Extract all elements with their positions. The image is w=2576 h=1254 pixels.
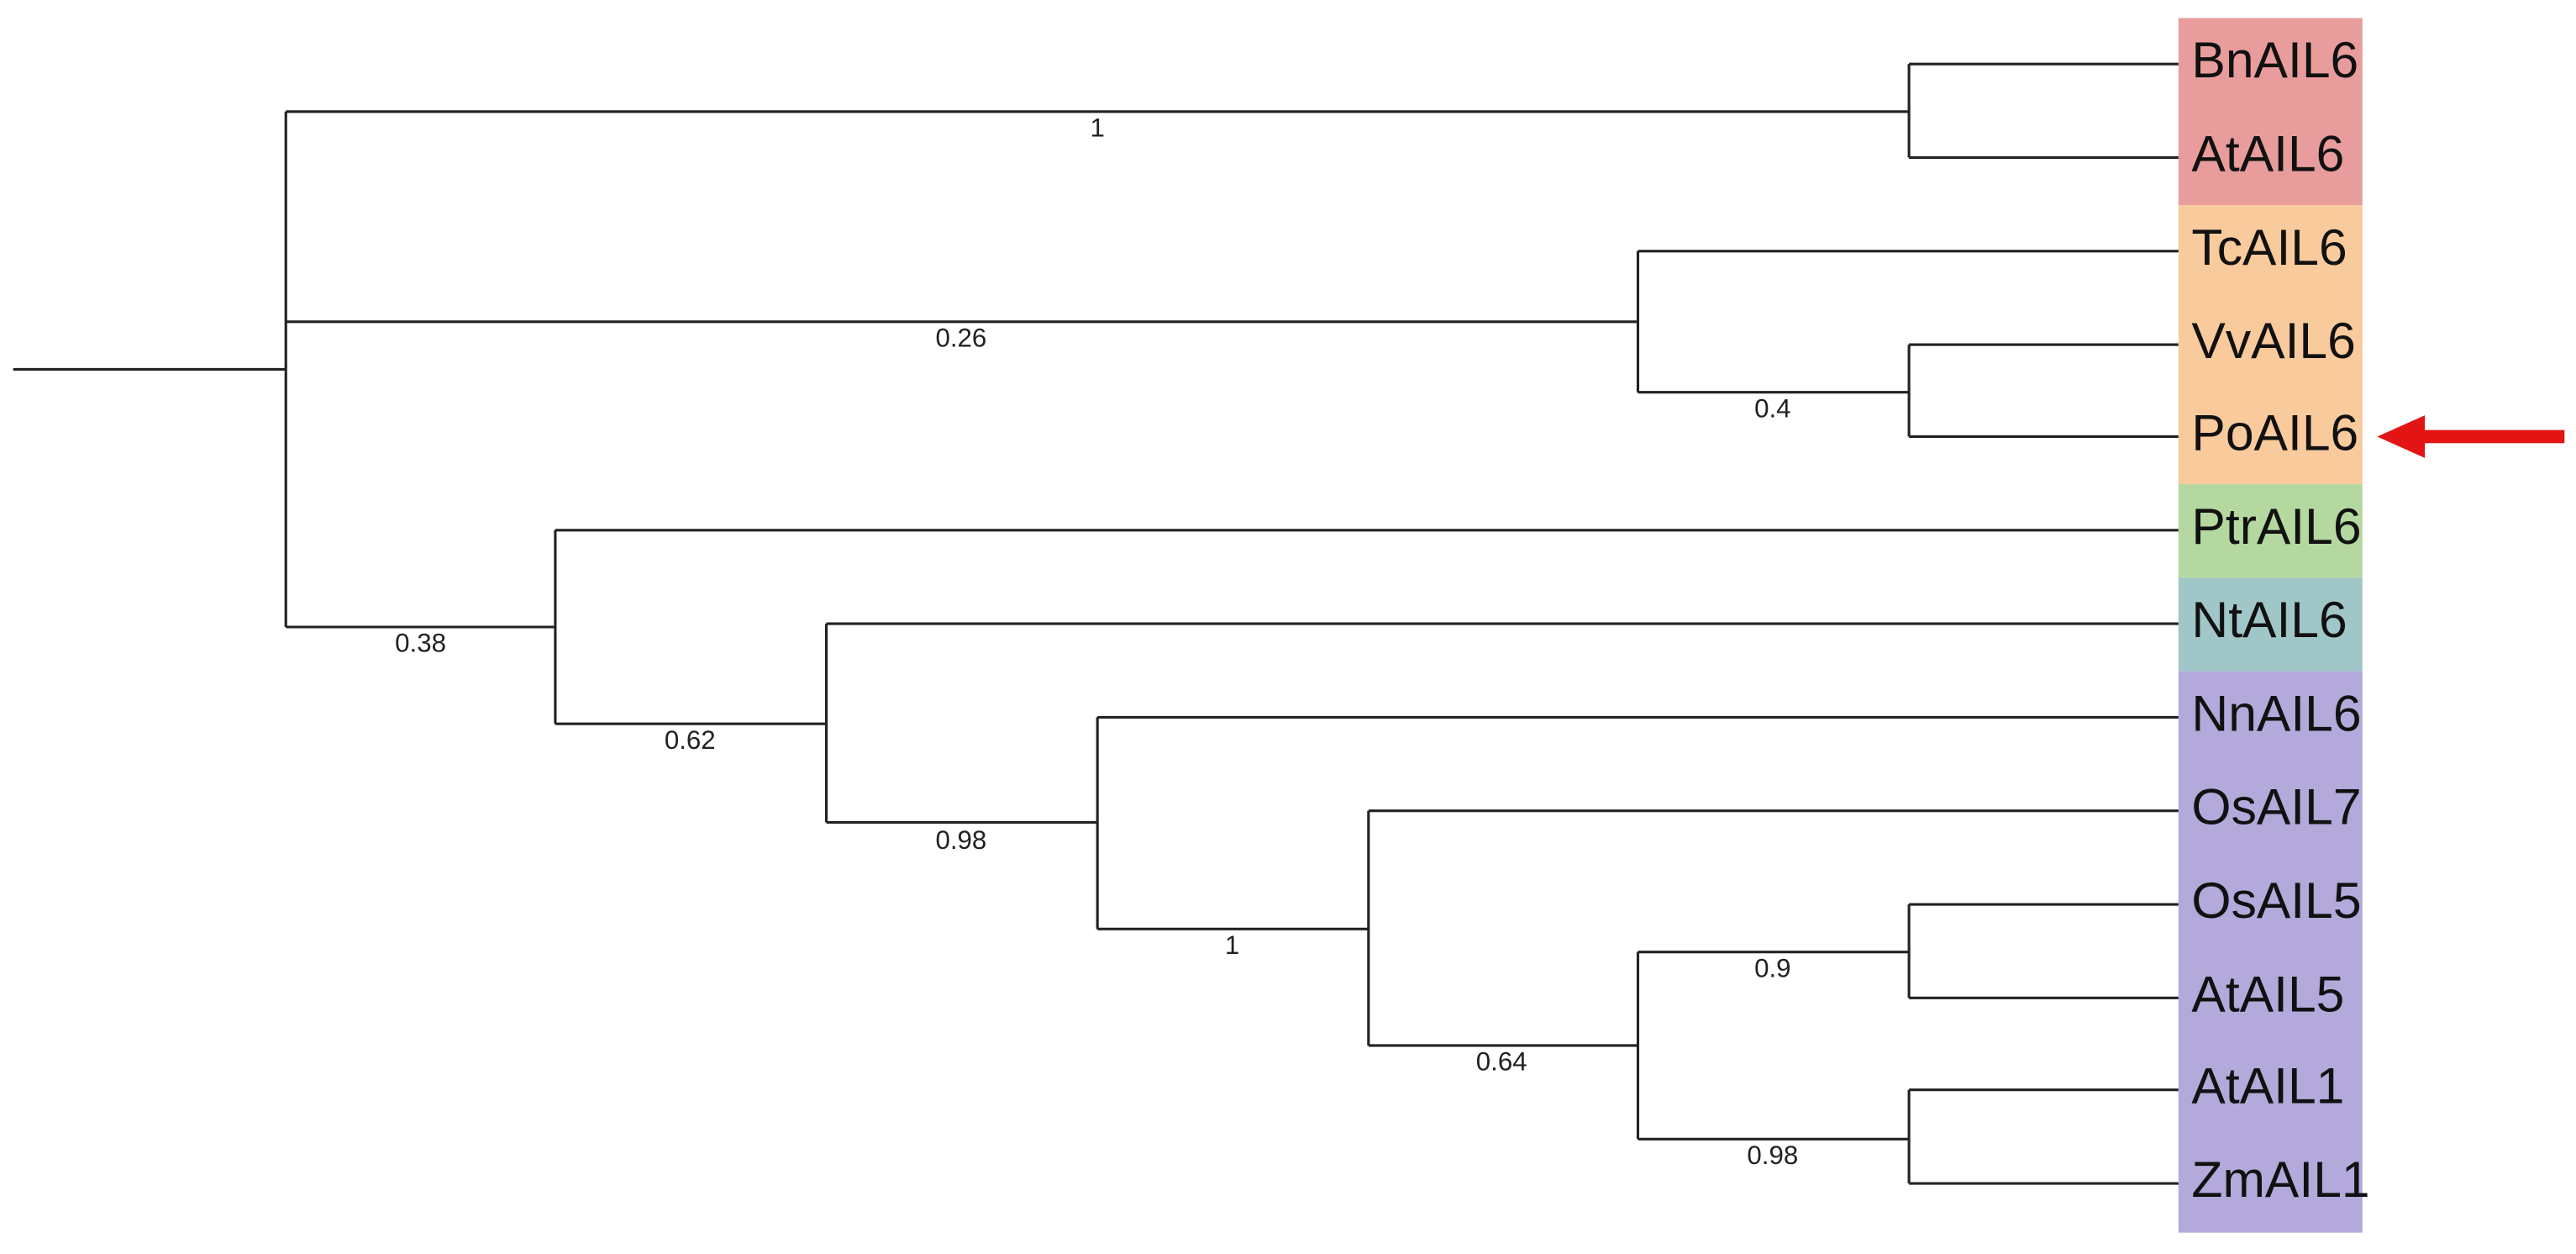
- clade-boxes: [2178, 18, 2363, 1233]
- branch: [286, 250, 2179, 439]
- support-label: 0.4: [1754, 393, 1790, 423]
- leaf-label: AtAIL5: [2191, 965, 2344, 1022]
- support-label: 0.98: [1747, 1141, 1798, 1170]
- clade-box: [2178, 205, 2363, 485]
- leaf-label: NnAIL6: [2191, 684, 2361, 741]
- clade-box: [2178, 484, 2363, 578]
- branches: [13, 62, 2179, 1185]
- arrow-head: [2377, 415, 2426, 458]
- branch: [286, 529, 2179, 1140]
- support-label: 1: [1225, 930, 1239, 960]
- branch: [286, 62, 2179, 160]
- support-label: 0.38: [395, 629, 446, 658]
- leaf-label: OsAIL7: [2191, 778, 2361, 835]
- clade-box: [2178, 577, 2363, 672]
- leaf-label: PoAIL6: [2191, 403, 2358, 461]
- leaf-label: AtAIL1: [2191, 1057, 2344, 1114]
- leaf-label: AtAIL6: [2191, 125, 2344, 182]
- leaf-label: OsAIL5: [2191, 872, 2361, 929]
- branch: [13, 111, 287, 627]
- arrow-shaft: [2415, 429, 2565, 444]
- support-label: 0.64: [1476, 1047, 1527, 1077]
- leaf-label: TcAIL6: [2191, 219, 2347, 276]
- leaf-label: VvAIL6: [2191, 312, 2355, 369]
- clade-box: [2178, 671, 2363, 1233]
- clade-box: [2178, 18, 2363, 206]
- leaf-label: PtrAIL6: [2191, 498, 2361, 555]
- support-label: 1: [1090, 113, 1104, 143]
- leaf-label: BnAIL6: [2191, 31, 2358, 88]
- support-label: 0.9: [1754, 953, 1790, 983]
- leaf-label: NtAIL6: [2191, 591, 2347, 648]
- support-label: 0.98: [935, 825, 986, 855]
- support-label: 0.26: [935, 324, 986, 353]
- leaf-label: ZmAIL1: [2191, 1151, 2369, 1208]
- branch: [1638, 903, 2179, 1185]
- highlight-arrow: [2377, 415, 2565, 458]
- support-label: 0.62: [665, 725, 716, 755]
